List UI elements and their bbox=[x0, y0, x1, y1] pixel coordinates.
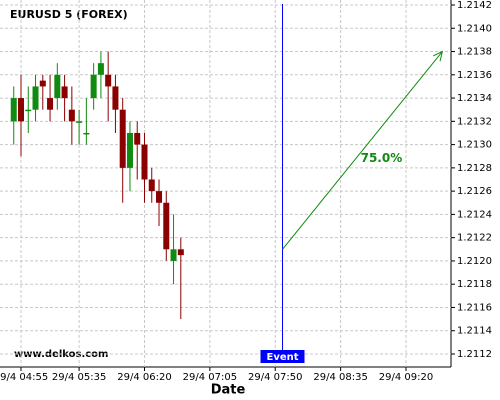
x-tick-label: 29/4 07:50 bbox=[248, 372, 302, 383]
candle-body bbox=[105, 74, 112, 87]
candle-body bbox=[18, 98, 24, 122]
y-tick-label: 1.2134 bbox=[457, 93, 492, 104]
y-tick-label: 1.2112 bbox=[457, 349, 492, 360]
y-tick-label: 1.2116 bbox=[457, 302, 492, 313]
candle-body bbox=[32, 86, 39, 110]
candle-body bbox=[148, 179, 155, 192]
x-tick-label: 29/4 05:35 bbox=[52, 372, 106, 383]
candle-body bbox=[76, 121, 83, 123]
x-tick-label: 29/4 09:20 bbox=[379, 372, 433, 383]
candle-body bbox=[177, 249, 184, 256]
x-tick-label: 29/4 08:35 bbox=[313, 372, 367, 383]
candle-body bbox=[156, 191, 163, 203]
y-tick-label: 1.2130 bbox=[457, 140, 492, 151]
x-axis-title: Date bbox=[211, 383, 246, 398]
y-tick-label: 1.2128 bbox=[457, 163, 492, 174]
y-tick-label: 1.2136 bbox=[457, 70, 492, 81]
y-tick-label: 1.2138 bbox=[457, 47, 492, 58]
candle-body bbox=[134, 132, 141, 145]
candle-body bbox=[126, 132, 133, 168]
candle-body bbox=[170, 249, 177, 261]
plot-area bbox=[0, 0, 451, 367]
candle-body bbox=[90, 74, 97, 99]
y-tick-label: 1.2124 bbox=[457, 209, 492, 220]
candle-body bbox=[54, 74, 61, 99]
candle-body bbox=[61, 86, 68, 99]
x-tick-label: 29/4 06:20 bbox=[117, 372, 171, 383]
x-tick-label: 29/4 04:55 bbox=[0, 372, 48, 383]
y-tick-label: 1.2126 bbox=[457, 186, 492, 197]
y-tick-label: 1.2140 bbox=[457, 23, 492, 34]
chart-title: EURUSD 5 (FOREX) bbox=[10, 8, 128, 21]
candle-body bbox=[39, 80, 46, 87]
candle-body bbox=[141, 144, 148, 180]
x-tick-label: 29/4 07:05 bbox=[183, 372, 237, 383]
forecast-arrow bbox=[282, 51, 443, 250]
event-label-box bbox=[260, 350, 305, 363]
y-tick-label: 1.2118 bbox=[457, 279, 492, 290]
y-tick-label: 1.2114 bbox=[457, 326, 492, 337]
y-tick-label: 1.2132 bbox=[457, 116, 492, 127]
candle-body bbox=[25, 109, 32, 112]
y-tick-label: 1.2120 bbox=[457, 256, 492, 267]
candle-body bbox=[97, 63, 104, 75]
candle-body bbox=[83, 132, 90, 135]
arrow-head bbox=[433, 50, 444, 62]
arrow-label: 75.0% bbox=[361, 151, 403, 165]
candle-body bbox=[10, 98, 17, 122]
candle-body bbox=[163, 202, 170, 250]
candle-body bbox=[68, 109, 75, 122]
candle-body bbox=[47, 98, 54, 110]
y-tick-label: 1.2142 bbox=[457, 0, 492, 11]
candle-body bbox=[119, 109, 126, 168]
candle-body bbox=[112, 86, 119, 110]
event-label: Event bbox=[266, 352, 298, 363]
y-tick-label: 1.2122 bbox=[457, 233, 492, 244]
